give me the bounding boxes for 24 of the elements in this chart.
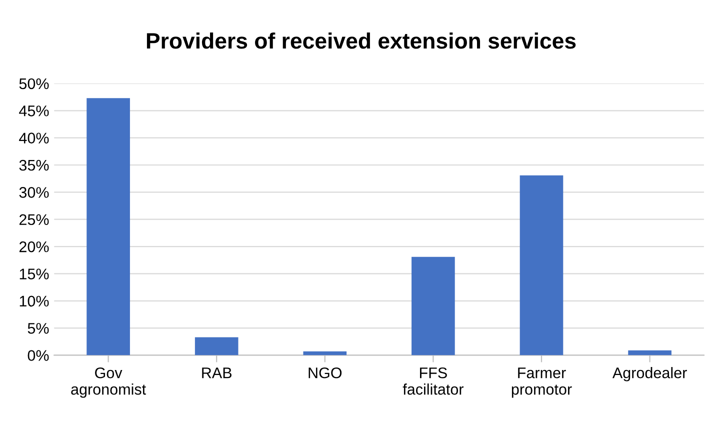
bar bbox=[86, 98, 130, 356]
y-tick-label: 45% bbox=[19, 106, 49, 116]
x-tick-label: Gov agronomist bbox=[71, 367, 146, 398]
bar bbox=[194, 337, 238, 356]
x-tick-label: RAB bbox=[202, 368, 232, 378]
x-tick-label: Agrodealer bbox=[612, 367, 687, 382]
bar bbox=[412, 256, 455, 356]
x-tick-label: FFS facilitator bbox=[402, 367, 464, 395]
x-tick-label: NGO bbox=[308, 367, 342, 378]
y-tick-label: 40% bbox=[19, 132, 49, 144]
y-tick-label: 10% bbox=[20, 296, 49, 307]
y-tick-label: 20% bbox=[19, 241, 49, 252]
y-tick-label: 30% bbox=[19, 187, 49, 198]
y-tick-label: 5% bbox=[28, 322, 49, 334]
x-tick-label: Farmer promotor bbox=[512, 368, 572, 398]
y-tick-label: 35% bbox=[19, 160, 49, 171]
bar bbox=[628, 350, 672, 356]
chart-title: Providers of received extension services bbox=[146, 32, 576, 49]
y-tick-label: 50% bbox=[19, 78, 49, 90]
y-tick-label: 25% bbox=[19, 214, 49, 226]
y-tick-label: 15% bbox=[20, 268, 49, 280]
y-tick-label: 0% bbox=[28, 350, 49, 361]
bar bbox=[303, 351, 347, 356]
bar bbox=[520, 175, 564, 356]
